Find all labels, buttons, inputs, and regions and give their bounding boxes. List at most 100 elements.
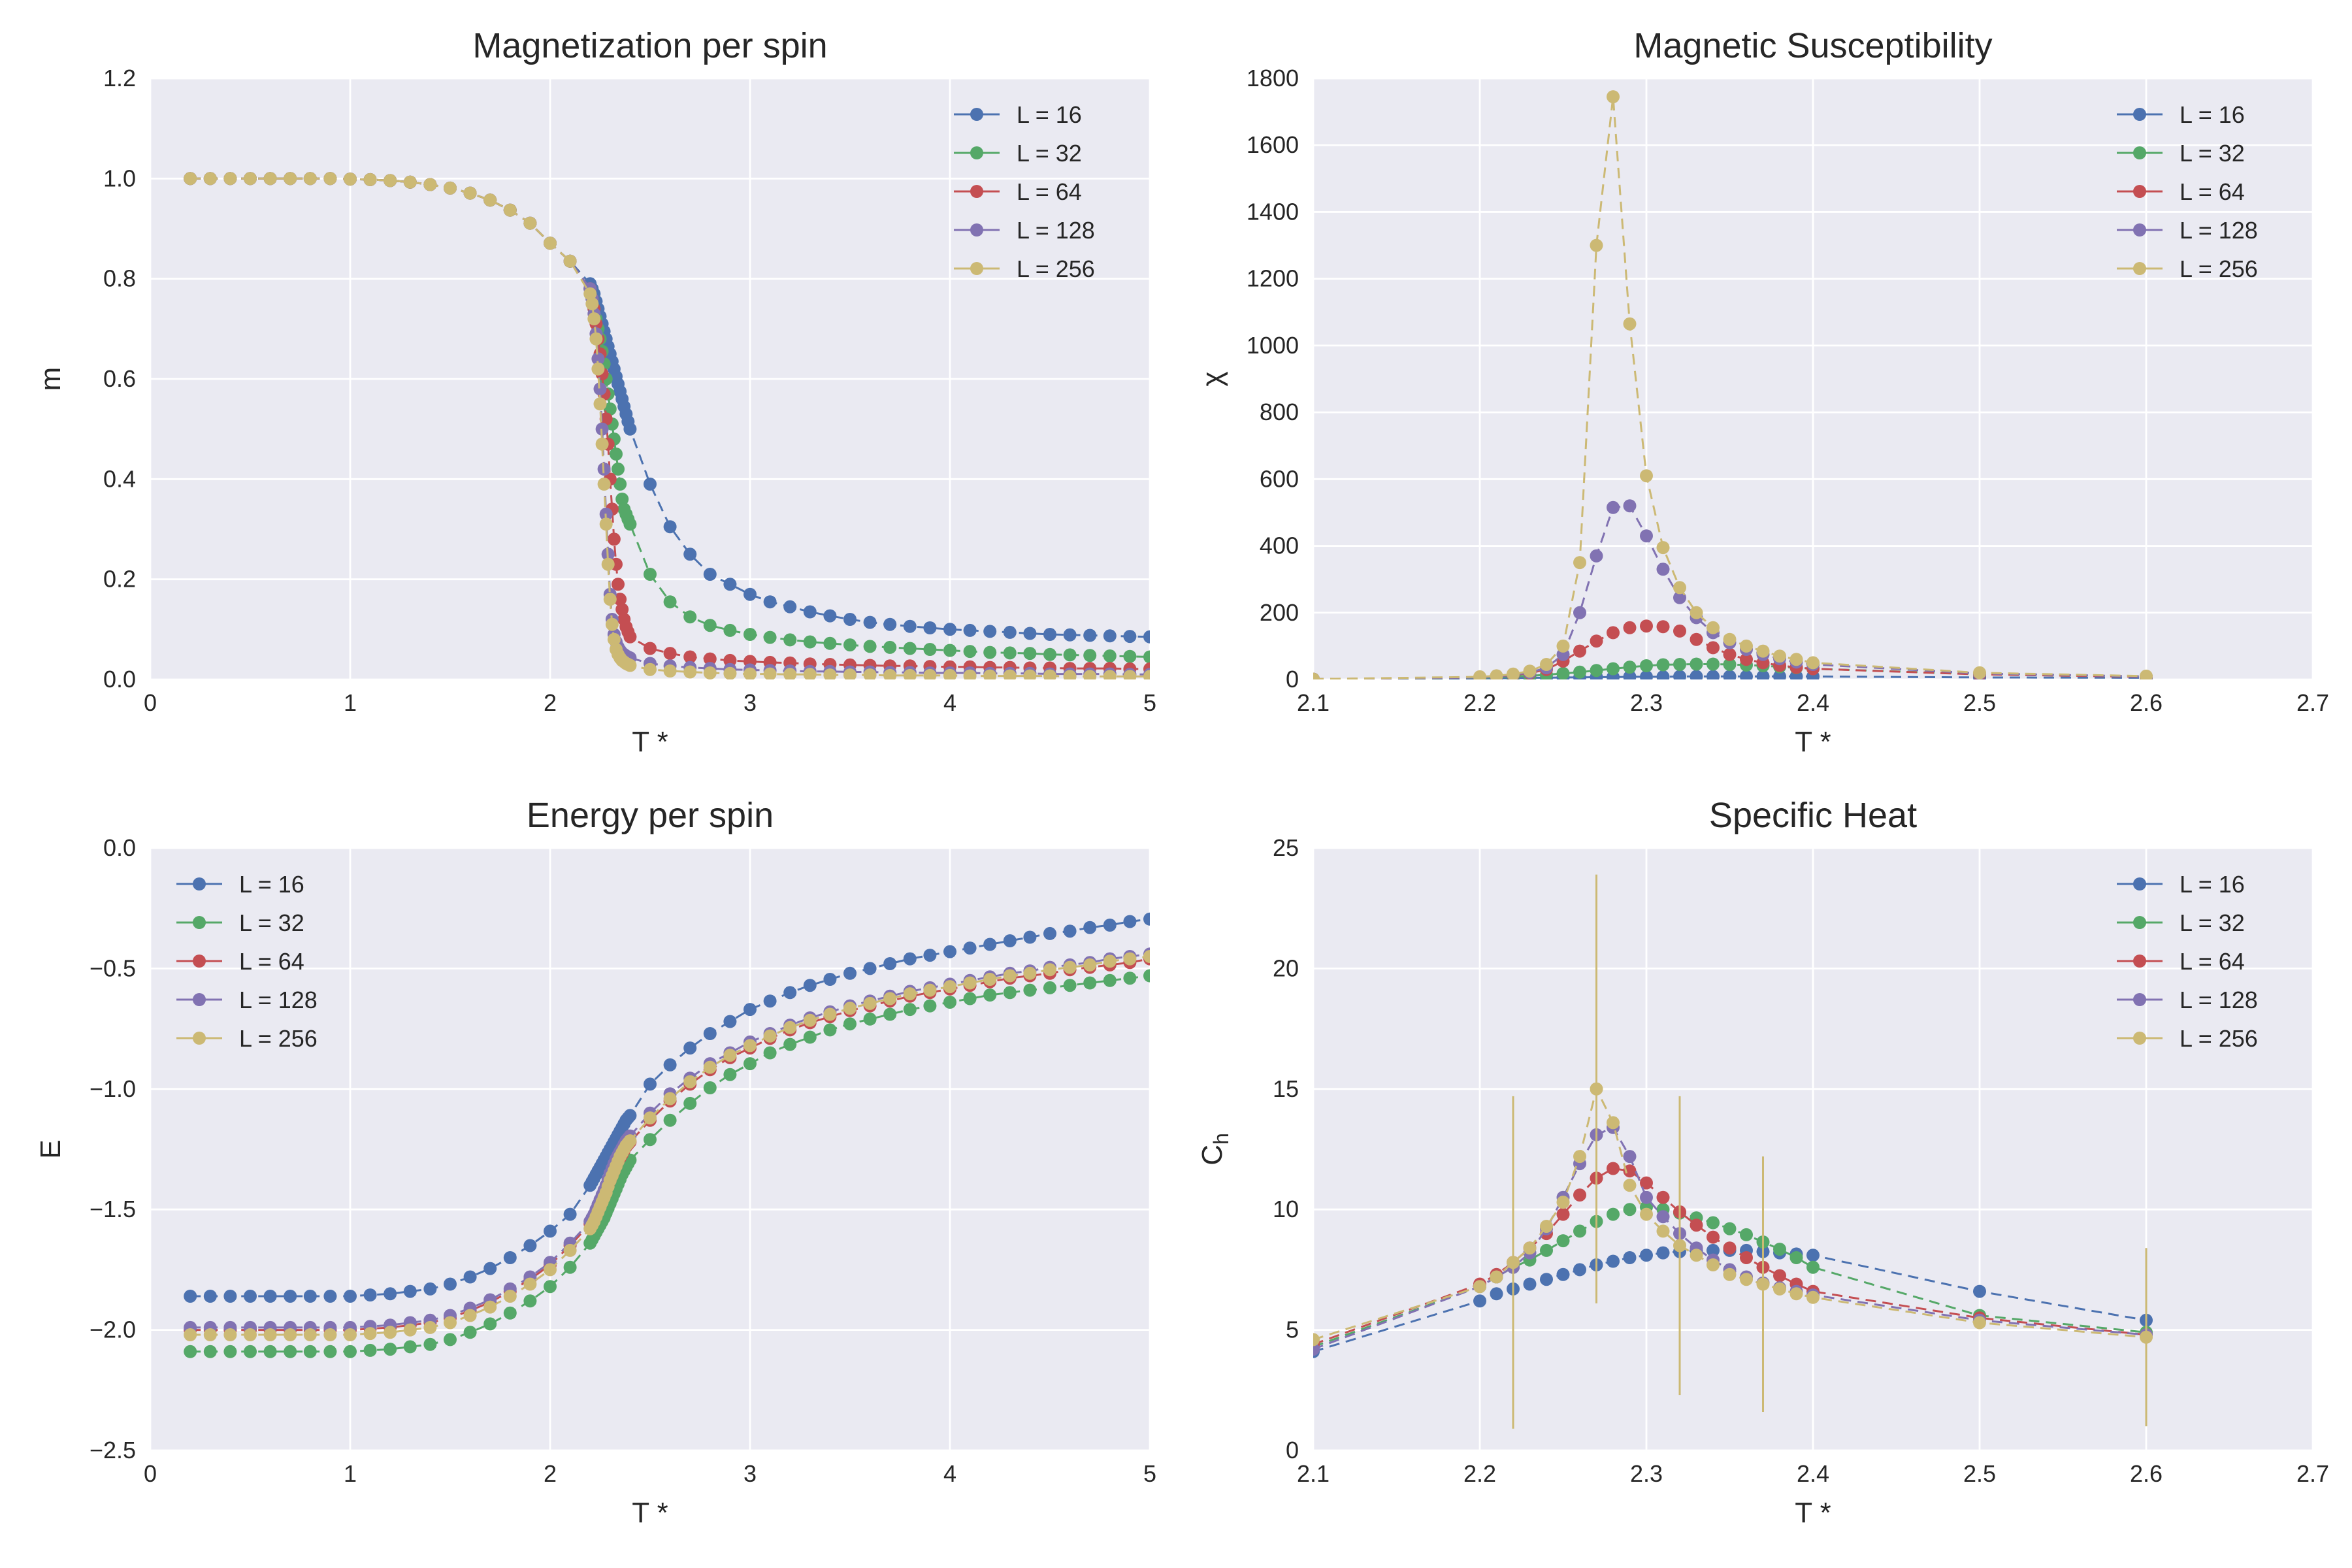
data-point bbox=[223, 172, 237, 186]
data-point bbox=[1623, 1203, 1637, 1217]
legend-marker bbox=[970, 108, 983, 121]
data-point bbox=[644, 642, 657, 655]
data-point bbox=[803, 1013, 817, 1027]
legend-marker bbox=[970, 223, 983, 237]
data-point bbox=[1103, 670, 1117, 679]
data-point bbox=[644, 1077, 657, 1091]
data-point bbox=[1043, 628, 1056, 641]
data-point bbox=[523, 1294, 537, 1308]
data-point bbox=[607, 532, 621, 546]
data-point bbox=[1640, 1176, 1653, 1190]
legend: L = 16 L = 32 L = 64 L = 128 L = 256 bbox=[954, 101, 1095, 282]
legend-marker bbox=[2133, 108, 2146, 121]
y-tick-label: 25 bbox=[1273, 834, 1299, 861]
legend-label: L = 32 bbox=[2180, 909, 2245, 936]
data-point bbox=[1143, 650, 1150, 664]
data-point bbox=[1656, 1210, 1670, 1224]
data-point bbox=[1003, 986, 1017, 1000]
legend-label: L = 64 bbox=[2180, 948, 2245, 975]
y-axis-label: χ bbox=[1196, 371, 1228, 386]
data-point bbox=[823, 636, 837, 650]
legend-marker bbox=[193, 1032, 206, 1045]
x-tick-label: 2 bbox=[544, 689, 557, 716]
x-axis-label: T * bbox=[632, 1497, 668, 1529]
data-point bbox=[1707, 1258, 1720, 1271]
data-point bbox=[444, 1333, 457, 1347]
data-point bbox=[1723, 658, 1737, 671]
data-point bbox=[544, 1224, 557, 1238]
y-tick-label: 0.2 bbox=[103, 566, 136, 593]
data-point bbox=[1607, 662, 1620, 676]
data-point bbox=[1490, 669, 1503, 679]
data-point bbox=[444, 1277, 457, 1291]
series-l-256 bbox=[1313, 90, 2153, 679]
data-point bbox=[1690, 632, 1703, 646]
legend-marker bbox=[2133, 916, 2146, 929]
data-point bbox=[983, 973, 997, 986]
data-point bbox=[1043, 647, 1056, 661]
data-point bbox=[883, 668, 897, 679]
x-tick-label: 1 bbox=[344, 1460, 357, 1487]
data-point bbox=[983, 988, 997, 1002]
data-point bbox=[223, 1290, 237, 1303]
data-point bbox=[1773, 1269, 1786, 1282]
legend-item: L = 128 bbox=[176, 987, 318, 1013]
data-point bbox=[1003, 669, 1017, 679]
legend-marker bbox=[2133, 262, 2146, 275]
legend-marker bbox=[193, 955, 206, 968]
data-point bbox=[763, 994, 777, 1008]
data-point bbox=[384, 1287, 397, 1301]
data-point bbox=[463, 186, 477, 200]
data-point bbox=[923, 983, 937, 997]
legend-item: L = 256 bbox=[2117, 1025, 2258, 1052]
data-point bbox=[1723, 1267, 1737, 1281]
y-tick-label: 0.8 bbox=[103, 265, 136, 292]
data-point bbox=[613, 478, 627, 491]
legend-item: L = 32 bbox=[2117, 909, 2245, 936]
data-point bbox=[763, 630, 777, 644]
data-point bbox=[1143, 630, 1150, 644]
data-point bbox=[743, 667, 757, 679]
data-point bbox=[1083, 921, 1097, 934]
data-point bbox=[610, 448, 623, 461]
data-point bbox=[544, 1280, 557, 1294]
y-axis-label: Ch bbox=[1196, 1133, 1233, 1166]
data-point bbox=[1640, 670, 1653, 679]
data-point bbox=[644, 662, 657, 676]
legend-marker bbox=[193, 916, 206, 929]
data-point bbox=[723, 623, 737, 637]
data-point bbox=[1573, 606, 1586, 619]
y-tick-label: 5 bbox=[1286, 1316, 1299, 1343]
data-point bbox=[263, 1290, 277, 1303]
data-point bbox=[1607, 1207, 1620, 1221]
data-point bbox=[1003, 646, 1017, 660]
data-point bbox=[1707, 670, 1720, 679]
data-point bbox=[344, 1345, 357, 1358]
data-point bbox=[1756, 670, 1770, 679]
data-point bbox=[1143, 670, 1150, 679]
data-point bbox=[683, 650, 697, 664]
data-point bbox=[503, 203, 517, 217]
data-point bbox=[1740, 1273, 1753, 1286]
data-point bbox=[1023, 983, 1037, 997]
data-point bbox=[1640, 1207, 1653, 1221]
legend-label: L = 128 bbox=[1017, 217, 1095, 244]
y-tick-label: 0.6 bbox=[103, 365, 136, 392]
data-point bbox=[263, 172, 277, 186]
y-tick-label: 1600 bbox=[1247, 131, 1299, 158]
y-tick-label: 400 bbox=[1260, 532, 1299, 559]
data-point bbox=[563, 1207, 577, 1221]
data-point bbox=[1673, 658, 1686, 671]
data-point bbox=[544, 1263, 557, 1277]
legend: L = 16 L = 32 L = 64 L = 128 L = 256 bbox=[2117, 871, 2258, 1052]
data-point bbox=[723, 1015, 737, 1028]
x-tick-label: 2.5 bbox=[1963, 689, 1996, 716]
data-point bbox=[943, 945, 956, 958]
data-point bbox=[613, 593, 627, 606]
data-point bbox=[663, 664, 677, 678]
data-point bbox=[683, 1096, 697, 1110]
data-point bbox=[1063, 648, 1077, 662]
data-point bbox=[743, 1057, 757, 1071]
data-point bbox=[843, 613, 857, 626]
x-tick-label: 2 bbox=[544, 1460, 557, 1487]
